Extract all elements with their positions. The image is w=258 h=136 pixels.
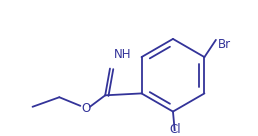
Text: Br: Br: [218, 38, 231, 51]
Text: NH: NH: [114, 48, 131, 61]
Text: Cl: Cl: [169, 123, 181, 136]
Text: O: O: [82, 102, 91, 115]
